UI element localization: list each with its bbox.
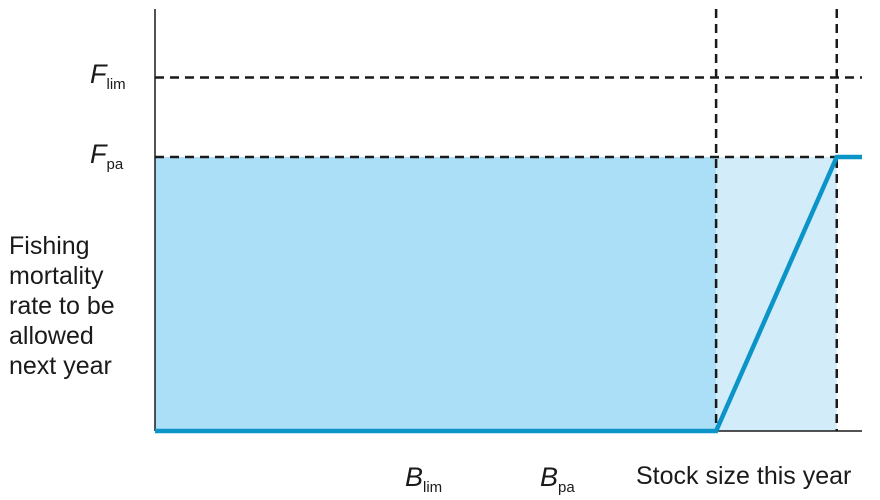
y-axis-label: Fishing mortality rate to be allowed nex…	[9, 231, 149, 381]
x-tick-b-lim: Blim	[405, 462, 443, 496]
y-axis-label-line: rate to be	[9, 292, 115, 320]
series	[155, 154, 862, 434]
harvest-control-rule-line	[155, 154, 862, 434]
y-axis-label-line: allowed	[9, 322, 94, 350]
x-tick-b-pa: Bpa	[540, 462, 575, 496]
y-axis-label-line: Fishing	[9, 232, 90, 260]
shaded-region-1	[155, 156, 717, 431]
reference-lines	[155, 9, 862, 431]
y-tick-f-pa: Fpa	[90, 139, 124, 173]
x-axis-label: Stock size this year	[636, 462, 852, 490]
y-axis-label-line: next year	[9, 352, 112, 380]
y-axis-label-line: mortality	[9, 262, 104, 290]
y-tick-f-lim: Flim	[90, 59, 126, 93]
